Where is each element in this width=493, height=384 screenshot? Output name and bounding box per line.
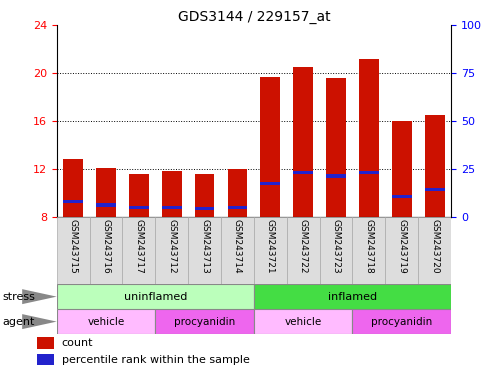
Bar [254, 217, 287, 284]
Text: vehicle: vehicle [284, 316, 322, 327]
Bar [260, 76, 280, 217]
Bar [96, 168, 116, 217]
Text: GSM243721: GSM243721 [266, 219, 275, 274]
Bar [392, 121, 412, 217]
Bar [293, 171, 313, 174]
Bar [326, 174, 346, 178]
Bar [162, 171, 181, 217]
Text: uninflamed: uninflamed [124, 291, 187, 302]
Bar [155, 309, 254, 334]
Bar [386, 217, 418, 284]
Bar [392, 195, 412, 199]
Text: GSM243716: GSM243716 [102, 219, 110, 274]
Text: GSM243717: GSM243717 [135, 219, 143, 274]
Title: GDS3144 / 229157_at: GDS3144 / 229157_at [177, 10, 330, 24]
Text: agent: agent [2, 316, 35, 327]
Text: GSM243712: GSM243712 [167, 219, 176, 274]
Text: procyanidin: procyanidin [174, 316, 235, 327]
Bar [425, 115, 445, 217]
Text: GSM243720: GSM243720 [430, 219, 439, 274]
Bar [162, 205, 181, 209]
Bar [57, 309, 155, 334]
Bar [326, 78, 346, 217]
Bar [260, 182, 280, 185]
Bar [359, 59, 379, 217]
Bar [63, 159, 83, 217]
Bar [90, 217, 122, 284]
Bar [352, 217, 386, 284]
Bar [188, 217, 221, 284]
Polygon shape [22, 314, 57, 329]
Text: GSM243718: GSM243718 [364, 219, 373, 274]
Bar [293, 67, 313, 217]
Text: GSM243714: GSM243714 [233, 219, 242, 274]
Bar [57, 284, 254, 309]
Bar [254, 284, 451, 309]
Text: GSM243713: GSM243713 [200, 219, 209, 274]
Bar [425, 187, 445, 191]
Bar [63, 200, 83, 203]
Text: procyanidin: procyanidin [371, 316, 432, 327]
Bar [418, 217, 451, 284]
Bar [155, 217, 188, 284]
Text: count: count [62, 338, 93, 348]
Bar [129, 205, 149, 209]
Bar [228, 169, 247, 217]
Bar [319, 217, 352, 284]
Bar [287, 217, 319, 284]
Text: vehicle: vehicle [87, 316, 125, 327]
Bar [254, 309, 352, 334]
Text: GSM243723: GSM243723 [332, 219, 341, 274]
Text: stress: stress [2, 291, 35, 302]
Bar [221, 217, 254, 284]
Bar [96, 203, 116, 207]
Polygon shape [22, 289, 57, 304]
Bar [352, 309, 451, 334]
Bar [195, 207, 214, 210]
Bar [37, 354, 54, 365]
Text: GSM243715: GSM243715 [69, 219, 77, 274]
Bar [195, 174, 214, 217]
Bar [359, 171, 379, 174]
Text: GSM243719: GSM243719 [397, 219, 406, 274]
Text: GSM243722: GSM243722 [299, 219, 308, 273]
Text: percentile rank within the sample: percentile rank within the sample [62, 354, 249, 364]
Bar [37, 338, 54, 349]
Bar [57, 217, 90, 284]
Bar [228, 205, 247, 209]
Text: inflamed: inflamed [328, 291, 377, 302]
Bar [129, 174, 149, 217]
Bar [122, 217, 155, 284]
